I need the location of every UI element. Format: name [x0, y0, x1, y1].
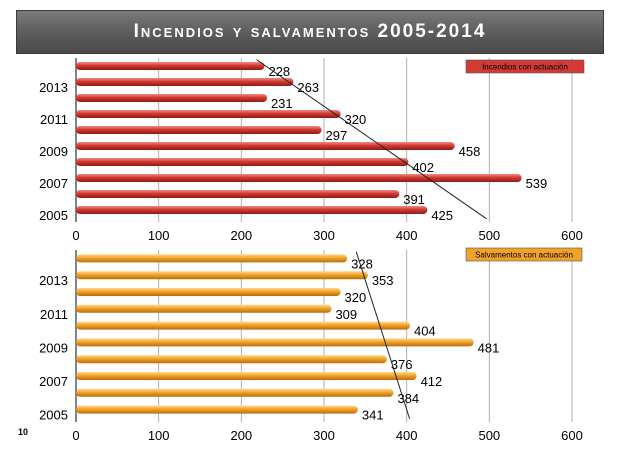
- salvamentos-bar-2007: [76, 372, 417, 380]
- incendios-value-label-2013: 263: [297, 80, 319, 95]
- salvamentos-legend-box: [465, 247, 583, 262]
- incendios-bar-2014: [76, 62, 265, 70]
- salvamentos-value-label-2010: 404: [414, 324, 436, 339]
- salvamentos-bar-2009: [76, 338, 474, 347]
- salvamentos-bar-2014: [76, 254, 348, 263]
- salvamentos-x-tick-label: 300: [313, 428, 335, 443]
- incendios-bar-2008: [76, 158, 409, 166]
- salvamentos-bar-2005: [76, 405, 358, 414]
- salvamentos-value-label-2009: 481: [478, 340, 500, 355]
- incendios-bar-2012: [76, 94, 267, 102]
- salvamentos-bar-2008: [76, 355, 387, 364]
- salvamentos-value-label-2012: 320: [345, 290, 367, 305]
- salvamentos-bar-2010: [76, 321, 410, 330]
- salvamentos-trendline: [355, 251, 411, 419]
- salvamentos-x-tick-label: 500: [478, 428, 500, 443]
- incendios-x-tick-label: 600: [561, 228, 583, 243]
- incendios-bar-2005: [76, 206, 428, 214]
- incendios-trendline: [256, 59, 487, 220]
- incendios-bar-2011: [76, 110, 341, 118]
- incendios-value-label-2009: 458: [459, 144, 481, 159]
- incendios-x-tick-label: 100: [148, 228, 170, 243]
- incendios-value-label-2008: 402: [412, 160, 434, 175]
- salvamentos-legend-label: Salvamentos con actuación: [475, 251, 573, 260]
- page-title: Incendios y salvamentos 2005-2014: [16, 10, 604, 54]
- incendios-legend-box: [465, 59, 585, 74]
- incendios-value-label-2007: 539: [526, 176, 548, 191]
- salvamentos-chart: 0 100 200 300 400 500 600 328 353 320 309 404 481 376…: [39, 247, 583, 443]
- salvamentos-y-tick-label-2011: 2011: [40, 307, 68, 322]
- salvamentos-y-tick-label-2009: 2009: [39, 340, 68, 355]
- salvamentos-y-tick-label-2013: 2013: [39, 273, 68, 288]
- incendios-legend-label: Incendios con actuación: [482, 63, 568, 72]
- salvamentos-value-label-2011: 309: [335, 307, 357, 322]
- incendios-value-label-2014: 228: [268, 64, 290, 79]
- salvamentos-value-label-2007: 412: [421, 374, 443, 389]
- incendios-bar-2006: [76, 190, 400, 198]
- incendios-bar-2013: [76, 78, 294, 86]
- salvamentos-bar-2006: [76, 388, 394, 397]
- salvamentos-y-tick-label-2005: 2005: [39, 408, 68, 423]
- salvamentos-bar-2011: [76, 304, 332, 313]
- salvamentos-x-tick-label: 400: [396, 428, 418, 443]
- salvamentos-value-label-2006: 384: [397, 391, 419, 406]
- incendios-y-tick-label-2009: 2009: [39, 144, 68, 159]
- salvamentos-value-label-2008: 376: [391, 357, 413, 372]
- incendios-value-label-2010: 297: [326, 128, 348, 143]
- incendios-value-label-2012: 231: [271, 96, 293, 111]
- incendios-y-tick-label-2013: 2013: [39, 80, 68, 95]
- salvamentos-x-tick-label: 200: [230, 428, 252, 443]
- incendios-y-tick-label-2005: 2005: [39, 208, 68, 223]
- incendios-value-label-2011: 320: [345, 112, 367, 127]
- incendios-x-tick-label: 0: [72, 228, 79, 243]
- salvamentos-value-label-2005: 341: [362, 408, 384, 423]
- incendios-y-tick-label-2011: 2011: [40, 112, 68, 127]
- incendios-bar-2009: [76, 142, 455, 150]
- salvamentos-x-tick-label: 0: [72, 428, 79, 443]
- salvamentos-bar-2012: [76, 288, 341, 296]
- page-number: 10: [18, 427, 29, 437]
- incendios-value-label-2006: 391: [403, 192, 425, 207]
- salvamentos-value-label-2014: 328: [351, 256, 373, 271]
- incendios-x-tick-label: 400: [396, 228, 418, 243]
- salvamentos-x-tick-label: 600: [561, 428, 583, 443]
- incendios-bar-2007: [76, 174, 522, 182]
- salvamentos-bar-2013: [76, 271, 368, 280]
- salvamentos-value-label-2013: 353: [372, 273, 394, 288]
- incendios-x-tick-label: 500: [478, 228, 500, 243]
- salvamentos-y-tick-label-2007: 2007: [39, 374, 68, 389]
- incendios-y-tick-label-2007: 2007: [39, 176, 68, 191]
- incendios-bar-2010: [76, 126, 322, 134]
- salvamentos-x-tick-label: 100: [148, 428, 170, 443]
- incendios-x-tick-label: 200: [230, 228, 252, 243]
- incendios-x-tick-label: 300: [313, 228, 335, 243]
- incendios-value-label-2005: 425: [431, 208, 453, 223]
